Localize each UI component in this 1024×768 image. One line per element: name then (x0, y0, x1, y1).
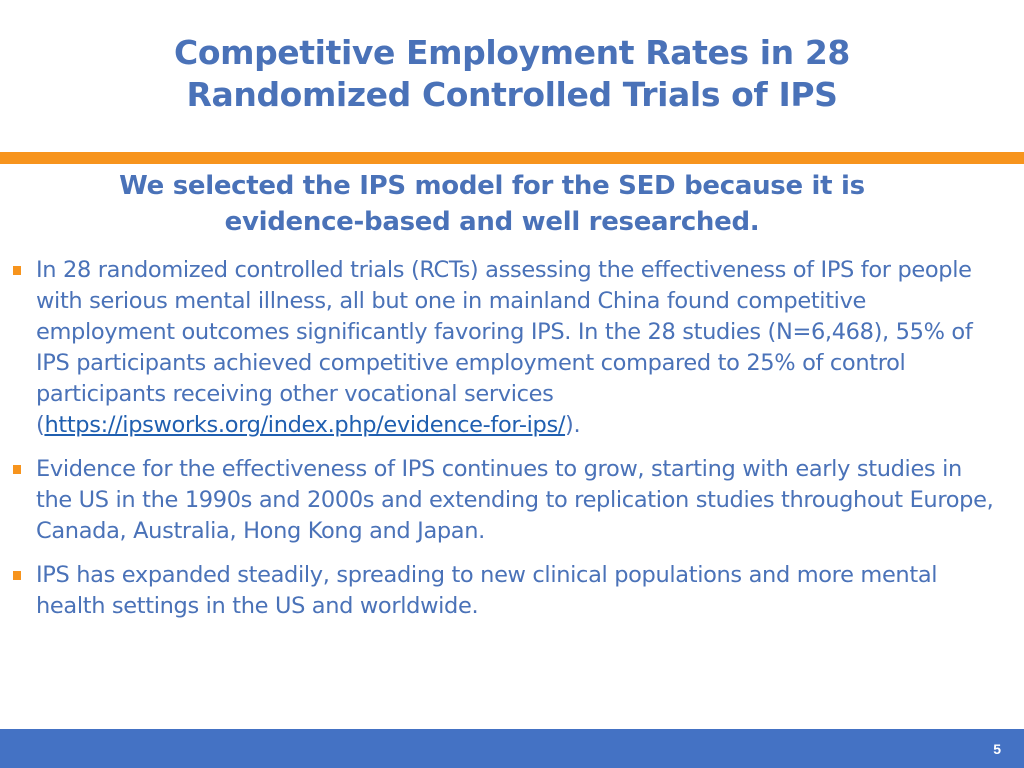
bullet-item-ips-expansion: IPS has expanded steadily, spreading to … (0, 560, 1000, 622)
slide-subtitle-line-2: evidence-based and well researched. (224, 207, 760, 237)
ipsworks-evidence-link[interactable]: https://ipsworks.org/index.php/evidence-… (44, 412, 566, 438)
page-number: 5 (993, 741, 1001, 757)
slide-subtitle-line-1: We selected the IPS model for the SED be… (119, 171, 865, 201)
bullet-text-tail: ). (565, 412, 581, 438)
square-bullet-icon (13, 571, 21, 580)
orange-accent-band (0, 152, 1024, 164)
square-bullet-icon (13, 266, 21, 275)
bullet-text: In 28 randomized controlled trials (RCTs… (36, 257, 973, 438)
slide-subtitle: We selected the IPS model for the SED be… (0, 168, 984, 240)
footer-bar: 5 (0, 729, 1024, 768)
bullet-text: IPS has expanded steadily, spreading to … (36, 562, 938, 619)
slide-title-line-1: Competitive Employment Rates in 28 (174, 33, 850, 72)
bullet-text: Evidence for the effectiveness of IPS co… (36, 456, 994, 544)
slide-title-line-2: Randomized Controlled Trials of IPS (186, 75, 838, 114)
bullet-item-rct-results: In 28 randomized controlled trials (RCTs… (0, 255, 1000, 441)
bullet-list: In 28 randomized controlled trials (RCTs… (0, 255, 1000, 635)
bullet-item-evidence-growth: Evidence for the effectiveness of IPS co… (0, 454, 1000, 547)
square-bullet-icon (13, 465, 21, 474)
slide-title: Competitive Employment Rates in 28 Rando… (0, 32, 1024, 116)
